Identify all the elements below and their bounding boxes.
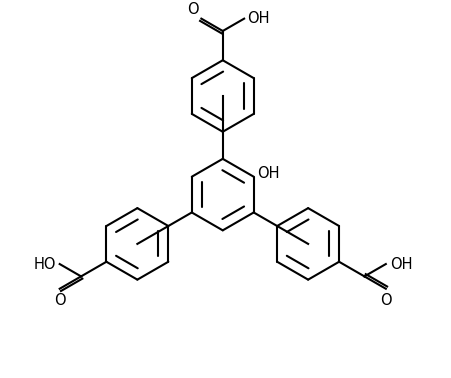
Text: OH: OH (389, 257, 411, 271)
Text: O: O (187, 2, 198, 17)
Text: OH: OH (257, 166, 279, 181)
Text: OH: OH (246, 11, 269, 26)
Text: O: O (54, 293, 65, 308)
Text: O: O (379, 293, 391, 308)
Text: HO: HO (33, 257, 55, 271)
